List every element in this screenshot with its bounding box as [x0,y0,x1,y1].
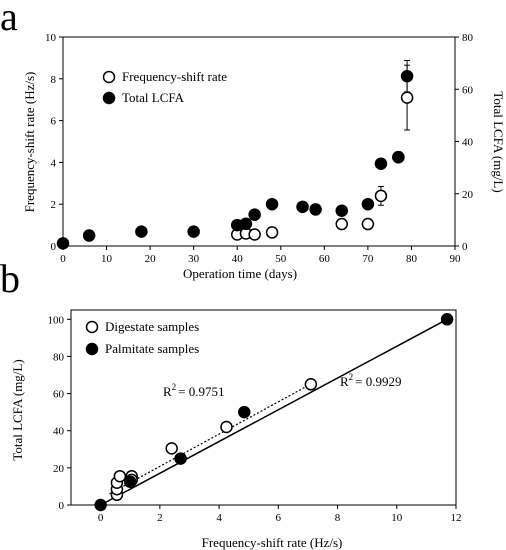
panel-a-frequency-point [400,91,414,104]
palmitate-fit-line [100,318,448,506]
panel-b-digestate-point [165,442,178,455]
panel-a-x-tick-label: 10 [101,253,113,265]
panel-a-x-tick-label: 60 [319,253,331,265]
panel-a-x-axis-label: Operation time (days) [183,266,297,281]
panel-b-digestate-point [304,378,318,391]
panel-b-x-tick-label: 0 [98,512,104,524]
panel-b-palmitate-point [174,452,187,465]
panel-b-y-tick-label: 40 [53,426,65,438]
panel-b-letter: b [0,256,20,301]
panel-a-lcfa-point [187,225,200,238]
panel-a-lcfa-point [82,229,96,242]
panel-a-frequency-point [361,217,375,231]
panel-b-legend: Digestate samples Palmitate samples [85,319,199,356]
panel-a-lcfa-point [296,200,309,214]
panel-a-x-tick-label: 30 [188,253,200,265]
panel-a-y2-tick-label: 20 [462,189,474,201]
panel-b-axes: 0 2 4 6 8 10 12 0 20 40 60 80 100 [48,309,462,524]
panel-b-marks [94,313,454,512]
panel-b-fit-lines [100,318,448,506]
panel-b-palmitate-point [94,498,107,512]
r2-digestate-annotation: R2 = 0.9751 [163,382,225,399]
panel-b-y-tick-label: 0 [59,500,65,512]
panel-a-lcfa-point [56,237,70,250]
panel-b-palmitate-point [238,405,251,419]
panel-a-y-tick-label: 4 [51,157,57,169]
panel-a-lcfa-point [309,203,322,216]
panel-a-y-tick-label: 0 [51,241,57,253]
panel-b-x-tick-label: 10 [391,512,403,524]
digestate-fit-line [109,381,315,495]
legend-digestate-samples: Digestate samples [105,319,199,334]
panel-a-lcfa-point [335,204,349,217]
panel-a-x-tick-label: 0 [60,253,66,265]
panel-b-palmitate-point [440,313,454,326]
legend-open-circle-icon [85,320,99,334]
panel-a-y2-tick-label: 0 [462,241,468,253]
panel-a-x-tick-label: 70 [362,253,374,265]
panel-b-y-tick-label: 80 [53,351,65,363]
legend-total-lcfa: Total LCFA [122,90,185,105]
panel-b-palmitate-point [123,475,137,489]
panel-a-lcfa-point [265,197,279,211]
panel-b-y-axis-label: Total LCFA (mg/L) [10,359,25,460]
panel-a-lcfa-point [135,225,148,238]
legend-filled-circle-icon [85,342,99,356]
panel-a-legend: Frequency-shift rate Total LCFA [102,69,227,105]
panel-b-x-tick-label: 12 [451,512,462,524]
panel-a-frequency-point [248,228,261,241]
panel-a-marks [56,60,414,250]
panel-a-x-tick-label: 20 [145,253,157,265]
panel-a-frequency-point [265,226,279,239]
panel-b-digestate-point [220,420,233,434]
panel-b-x-tick-label: 8 [335,512,341,524]
legend-open-circle-icon [102,70,116,84]
panel-a-lcfa-point [400,69,414,83]
panel-a-lcfa-point [248,208,261,221]
panel-b-x-axis-label: Frequency-shift rate (Hz/s) [202,535,343,550]
panel-b-frame [70,309,457,506]
panel-a-lcfa-point [374,157,388,170]
panel-a-x-tick-label: 80 [406,253,418,265]
panel-b-x-tick-label: 4 [216,512,222,524]
panel-a-y2-axis-label: Total LCFA (mg/L) [491,91,506,192]
panel-b-y-tick-label: 20 [53,463,65,475]
panel-b-y-tick-label: 100 [48,314,65,326]
panel-b-y-tick-label: 60 [53,389,65,401]
legend-palmitate-samples: Palmitate samples [105,341,199,356]
panel-a-y-tick-label: 10 [45,32,57,44]
panel-a-y-tick-label: 6 [51,116,57,128]
panel-a-x-tick-label: 50 [275,253,287,265]
panel-a-y2-tick-label: 60 [462,84,474,96]
panel-a-y2-tick-label: 80 [462,32,474,44]
panel-b-x-tick-label: 6 [276,512,282,524]
panel-a-lcfa-point [392,150,405,164]
panel-a-frequency-point [374,189,388,203]
panel-a-y2-tick-label: 40 [462,137,474,149]
panel-a-x-tick-label: 40 [232,253,244,265]
panel-a-lcfa-point [239,217,253,231]
r2-palmitate-annotation: R2 = 0.9929 [340,372,402,389]
panel-a-letter: a [0,0,18,39]
legend-filled-circle-icon [102,91,116,105]
panel-a-y-axis-label: Frequency-shift rate (Hz/s) [22,72,37,213]
panel-a-y-tick-label: 2 [51,199,57,211]
panel-b-digestate-point [113,469,127,483]
panel-b-x-tick-label: 2 [157,512,163,524]
panel-a-y-tick-label: 8 [51,74,57,86]
panel-a-frequency-point [335,217,349,231]
panel-a-lcfa-point [361,197,375,211]
legend-frequency-shift-rate: Frequency-shift rate [122,69,227,84]
panel-a-x-tick-label: 90 [450,253,462,265]
